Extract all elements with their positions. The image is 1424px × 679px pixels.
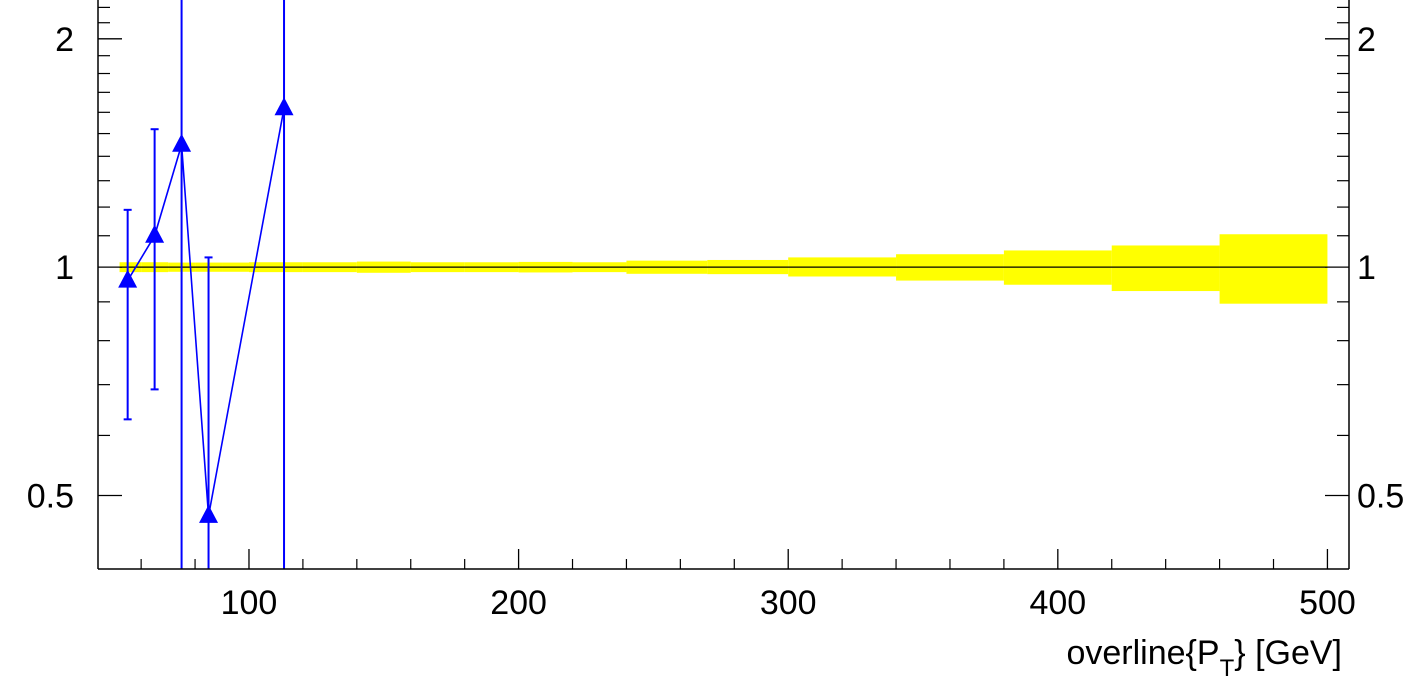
data-point-marker xyxy=(118,269,138,288)
band-bin xyxy=(1111,245,1220,292)
x-axis-label: overline{PT} [GeV] xyxy=(1066,634,1342,679)
series-line xyxy=(126,108,285,517)
y-tick-label-right: 0.5 xyxy=(1357,477,1404,515)
axes-frame xyxy=(97,0,1350,570)
x-axis-label-subscript: T xyxy=(1220,655,1235,679)
data-point-marker xyxy=(199,504,219,523)
data-point-marker xyxy=(145,224,165,243)
x-tick-label: 300 xyxy=(760,584,817,622)
y-tick-label-left: 2 xyxy=(55,21,74,59)
axis-ticks: 0.5 0.5 1 1 2 2 100 200 300 400 500 xyxy=(27,6,1404,622)
band-bin xyxy=(1219,234,1328,304)
x-tick-label: 400 xyxy=(1029,584,1086,622)
uncertainty-band xyxy=(119,234,1328,304)
y-tick-label-left: 1 xyxy=(55,249,74,287)
data-series xyxy=(118,0,294,569)
y-tick-label-left: 0.5 xyxy=(27,477,74,515)
y-tick-label-right: 1 xyxy=(1357,249,1376,287)
y-tick-label-right: 2 xyxy=(1357,21,1376,59)
x-tick-label: 500 xyxy=(1299,584,1356,622)
x-axis-label-tail: } [GeV] xyxy=(1234,634,1342,672)
x-tick-label: 100 xyxy=(221,584,278,622)
data-point-marker xyxy=(172,133,192,152)
x-tick-label: 200 xyxy=(490,584,547,622)
data-point-marker xyxy=(274,97,294,116)
x-axis-label-main: overline{P xyxy=(1066,634,1219,672)
